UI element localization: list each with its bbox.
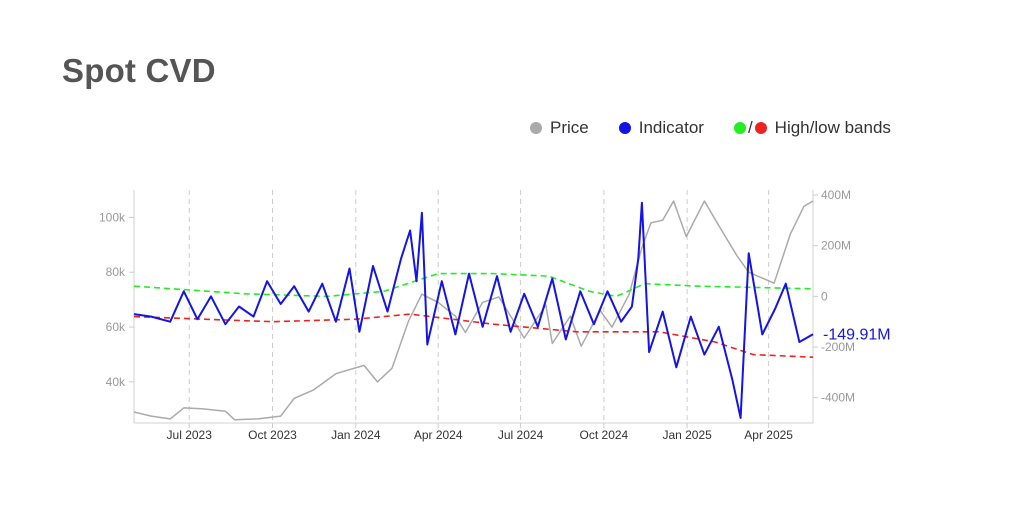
series-lines (133, 200, 814, 421)
x-ticks: Jul 2023 Oct 2023 Jan 2024 Apr 2024 Jul 2024… (167, 423, 793, 442)
right-y-ticks: -400M -200M 0 200M 400M (813, 188, 855, 405)
indicator-dot-icon (618, 122, 631, 134)
indicator-series-line (133, 201, 814, 419)
indicator-last-value-label: -149.91M (823, 326, 891, 343)
low-band-series-line (133, 313, 814, 358)
x-tick-label: Oct 2023 (248, 428, 297, 442)
legend-label-bands: High/low bands (774, 118, 891, 137)
price-dot-icon (530, 122, 542, 134)
vertical-gridlines (188, 190, 770, 423)
price-series-line (133, 200, 814, 421)
right-tick-label: 200M (821, 239, 851, 253)
right-tick-label: -400M (821, 391, 855, 405)
right-tick-label: 0 (821, 289, 828, 303)
high-band-dot-icon (733, 122, 746, 134)
chart-legend: Price Indicator / High/low bands (530, 118, 921, 138)
left-tick-label: 80k (106, 265, 126, 279)
legend-separator: / (747, 118, 753, 137)
x-tick-label: Apr 2025 (744, 428, 793, 442)
x-tick-label: Jan 2024 (331, 428, 381, 442)
x-tick-label: Jul 2023 (167, 428, 213, 442)
x-tick-label: Oct 2024 (580, 428, 629, 442)
low-band-dot-icon (754, 122, 767, 134)
x-tick-label: Jan 2025 (662, 428, 712, 442)
x-tick-label: Jul 2024 (498, 428, 544, 442)
left-tick-label: 40k (106, 375, 126, 389)
page-title: Spot CVD (62, 52, 216, 89)
left-y-ticks: 40k 60k 80k 100k (99, 210, 134, 389)
x-tick-label: Apr 2024 (414, 428, 463, 442)
legend-label-indicator: Indicator (638, 118, 704, 137)
legend-label-price: Price (550, 118, 589, 137)
right-tick-label: 400M (821, 188, 851, 202)
legend-item-indicator[interactable]: Indicator (618, 118, 704, 138)
legend-item-price[interactable]: Price (530, 118, 589, 138)
legend-item-bands[interactable]: / High/low bands (733, 118, 891, 138)
high-band-series-line (133, 272, 814, 298)
right-tick-label: -200M (821, 340, 855, 354)
left-tick-label: 60k (106, 320, 126, 334)
left-tick-label: 100k (99, 210, 126, 224)
